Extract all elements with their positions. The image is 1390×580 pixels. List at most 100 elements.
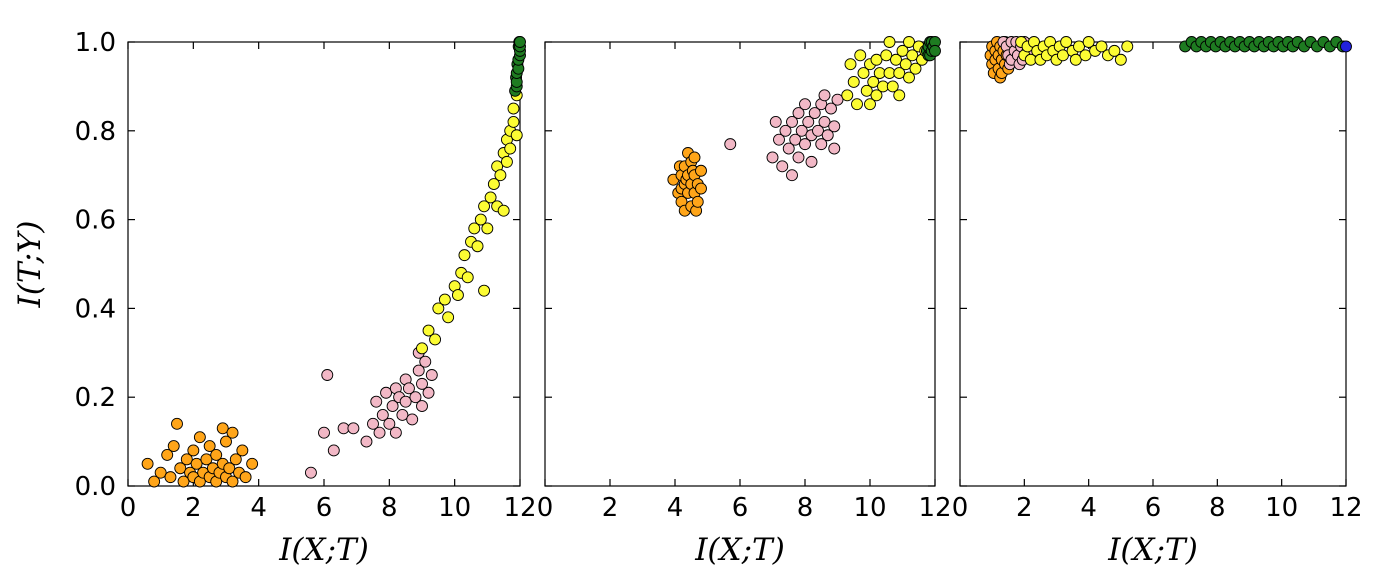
scatter-point-yellow-cluster [851,98,863,111]
scatter-point-yellow-cluster [507,115,520,128]
scatter-point-pink-cluster [799,98,811,111]
scatter-point-orange-cluster [167,440,180,452]
scatter-point-pink-cluster [386,400,399,413]
scatter-point-yellow-cluster [864,98,876,111]
scatter-point-yellow-cluster [461,271,474,284]
y-tick-label: 0.4 [75,294,116,324]
plot-frame [127,41,521,487]
scatter-point-yellow-cluster [416,342,428,355]
scatter-point-yellow-cluster [893,89,906,102]
scatter-point-orange-cluster [695,164,707,177]
y-tick-label: 1.0 [75,28,116,58]
scatter-point-orange-cluster [200,453,213,466]
scatter-point-yellow-cluster [896,44,909,57]
scatter-point-yellow-cluster [886,80,899,93]
scatter-point-pink-cluster [406,413,419,426]
scatter-point-yellow-cluster [906,49,919,62]
scatter-point-yellow-cluster [432,302,445,315]
scatter-point-pink-cluster [422,386,435,399]
scatter-point-yellow-cluster [841,89,854,102]
y-axis-label: I(T;Y) [12,221,48,309]
scatter-point-pink-cluster [409,391,422,404]
x-tick-label: 6 [732,493,749,523]
y-tick-label: 0.6 [75,206,116,236]
x-tick-label: 6 [316,493,333,523]
scatter-point-pink-cluster [802,115,815,128]
scatter-point-yellow-cluster [903,71,915,84]
scatter-point-orange-cluster [695,182,707,195]
x-tick-label: 12 [918,493,951,523]
x-tick-label: 12 [503,493,536,523]
scatter-point-pink-cluster [808,107,821,119]
scatter-point-orange-cluster [688,151,701,164]
scatter-point-orange-cluster [141,457,154,470]
scatter-point-yellow-cluster [471,240,484,253]
scatter-point-orange-cluster [174,462,187,475]
scatter-point-green-cluster [514,36,526,48]
x-tick-label: 0 [952,493,969,523]
scatter-point-orange-cluster [226,426,239,439]
scatter-point-orange-cluster [226,475,239,488]
scatter-point-yellow-cluster [422,324,435,337]
scatter-point-orange-cluster [236,444,249,457]
x-tick-label: 10 [1265,493,1298,523]
scatter-point-pink-cluster [416,377,428,390]
scatter-point-green-cluster [929,44,941,57]
scatter-point-yellow-cluster [847,76,860,88]
scatter-point-orange-cluster [223,462,236,475]
x-tick-label: 2 [602,493,619,523]
scatter-point-pink-cluster [416,400,428,413]
scatter-point-yellow-cluster [860,84,873,97]
scatter-point-orange-cluster [190,457,203,470]
plot-frame [959,41,1347,487]
scatter-point-yellow-cluster [474,213,487,226]
scatter-point-pink-cluster [304,466,317,479]
scatter-point-yellow-cluster [867,76,880,88]
scatter-point-yellow-cluster [890,53,902,66]
scatter-point-yellow-cluster [442,311,455,324]
scatter-point-yellow-cluster [429,333,442,346]
x-tick-label: 10 [438,493,471,523]
scatter-point-pink-cluster [773,133,785,146]
x-tick-label: 8 [797,493,814,523]
x-axis-label: I(X;T) [278,532,369,568]
scatter-point-pink-cluster [766,151,779,164]
scatter-point-pink-cluster [396,409,409,421]
scatter-point-yellow-cluster [893,67,906,80]
scatter-point-pink-cluster [786,115,798,128]
x-tick-label: 6 [1145,493,1162,523]
scatter-point-orange-cluster [177,475,190,488]
scatter-point-yellow-cluster [870,53,883,66]
scatter-point-pink-cluster [792,107,805,119]
scatter-point-orange-cluster [229,453,242,466]
scatter-point-yellow-cluster [1060,36,1073,48]
scatter-point-pink-cluster [792,151,805,164]
x-tick-label: 10 [853,493,886,523]
scatter-point-pink-cluster [367,417,379,430]
scatter-point-yellow-cluster [1121,40,1134,53]
scatter-point-pink-cluster [821,129,834,142]
scatter-point-yellow-cluster [484,191,497,204]
y-tick-label: 0.8 [75,117,116,147]
scatter-point-yellow-cluster [1082,36,1095,48]
scatter-point-yellow-cluster [909,62,922,75]
scatter-point-yellow-cluster [1079,49,1092,62]
scatter-point-yellow-cluster [481,222,494,235]
scatter-point-yellow-cluster [1114,53,1127,66]
y-tick-label: 0.2 [75,383,116,413]
x-tick-label: 2 [185,493,202,523]
scatter-point-pink-cluster [412,364,425,377]
scatter-point-pink-cluster [769,115,782,128]
scatter-point-orange-cluster [148,475,161,488]
scatter-point-yellow-cluster [510,129,523,142]
scatter-point-yellow-cluster [507,102,520,115]
scatter-point-pink-cluster [327,444,340,457]
scatter-point-pink-cluster [402,382,415,395]
scatter-point-yellow-cluster [1069,53,1082,66]
scatter-point-pink-cluster [799,138,811,151]
scatter-point-orange-cluster [171,417,183,430]
scatter-point-pink-cluster [818,89,831,102]
scatter-point-orange-cluster [210,448,223,461]
